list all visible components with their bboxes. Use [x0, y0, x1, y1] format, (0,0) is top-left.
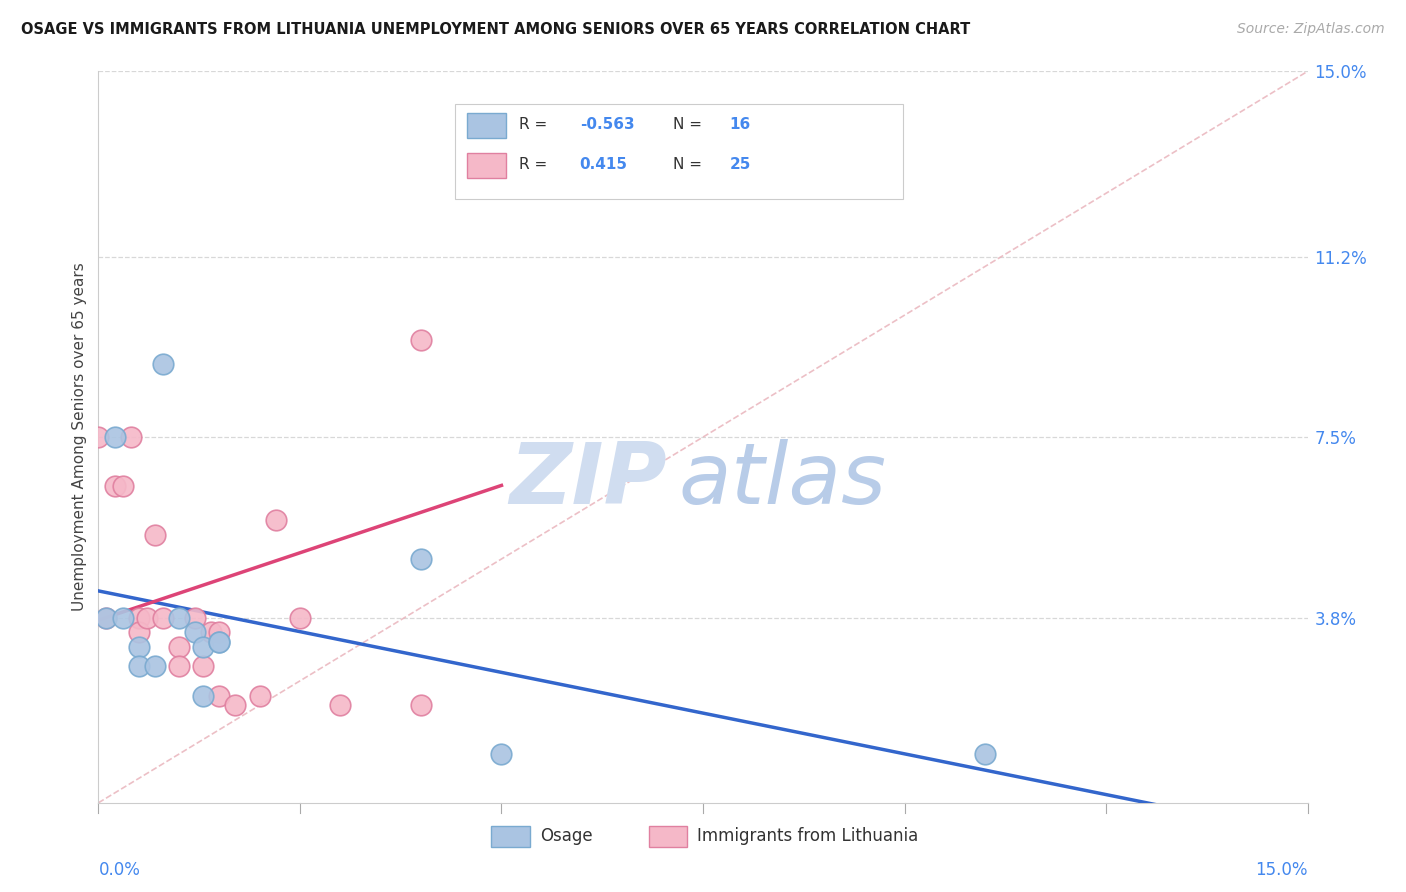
Text: R =: R = [519, 158, 553, 172]
Point [193, 640, 215, 654]
Point [208, 635, 231, 649]
Text: Osage: Osage [540, 828, 592, 846]
Bar [492, 826, 530, 847]
Point [152, 357, 174, 371]
Point [184, 610, 207, 624]
Point [184, 625, 207, 640]
Text: Source: ZipAtlas.com: Source: ZipAtlas.com [1237, 22, 1385, 37]
Text: OSAGE VS IMMIGRANTS FROM LITHUANIA UNEMPLOYMENT AMONG SENIORS OVER 65 YEARS CORR: OSAGE VS IMMIGRANTS FROM LITHUANIA UNEMP… [21, 22, 970, 37]
Point [409, 333, 432, 347]
Bar [648, 826, 688, 847]
Point [193, 659, 215, 673]
Point [167, 610, 190, 624]
Bar [467, 153, 506, 178]
Point [128, 640, 150, 654]
Point [128, 625, 150, 640]
Point [208, 625, 231, 640]
Text: 25: 25 [730, 158, 751, 172]
Point [329, 698, 352, 713]
Point [974, 747, 997, 761]
Text: ZIP: ZIP [509, 440, 666, 523]
Y-axis label: Unemployment Among Seniors over 65 years: Unemployment Among Seniors over 65 years [72, 263, 87, 611]
Point [288, 610, 311, 624]
Point [143, 527, 166, 541]
Point [264, 513, 287, 527]
Text: R =: R = [519, 117, 553, 132]
Text: N =: N = [672, 117, 707, 132]
Point [103, 479, 125, 493]
Text: 0.415: 0.415 [579, 158, 627, 172]
Point [128, 610, 150, 624]
Point [409, 552, 432, 566]
Point [111, 479, 134, 493]
Text: 15.0%: 15.0% [1256, 862, 1308, 880]
Point [491, 747, 513, 761]
Point [167, 640, 190, 654]
Point [200, 625, 222, 640]
Point [128, 659, 150, 673]
FancyBboxPatch shape [456, 104, 903, 200]
Point [135, 610, 157, 624]
Bar [467, 113, 506, 138]
Point [167, 659, 190, 673]
Text: 16: 16 [730, 117, 751, 132]
Text: -0.563: -0.563 [579, 117, 634, 132]
Point [120, 430, 142, 444]
Point [249, 689, 271, 703]
Point [224, 698, 246, 713]
Point [208, 689, 231, 703]
Point [152, 610, 174, 624]
Point [103, 430, 125, 444]
Point [409, 698, 432, 713]
Text: Immigrants from Lithuania: Immigrants from Lithuania [697, 828, 918, 846]
Point [96, 610, 118, 624]
Text: 0.0%: 0.0% [98, 862, 141, 880]
Text: N =: N = [672, 158, 707, 172]
Text: atlas: atlas [679, 440, 887, 523]
Point [208, 635, 231, 649]
Point [87, 430, 110, 444]
Point [143, 659, 166, 673]
Point [193, 689, 215, 703]
Point [111, 610, 134, 624]
Point [96, 610, 118, 624]
Point [491, 161, 513, 176]
